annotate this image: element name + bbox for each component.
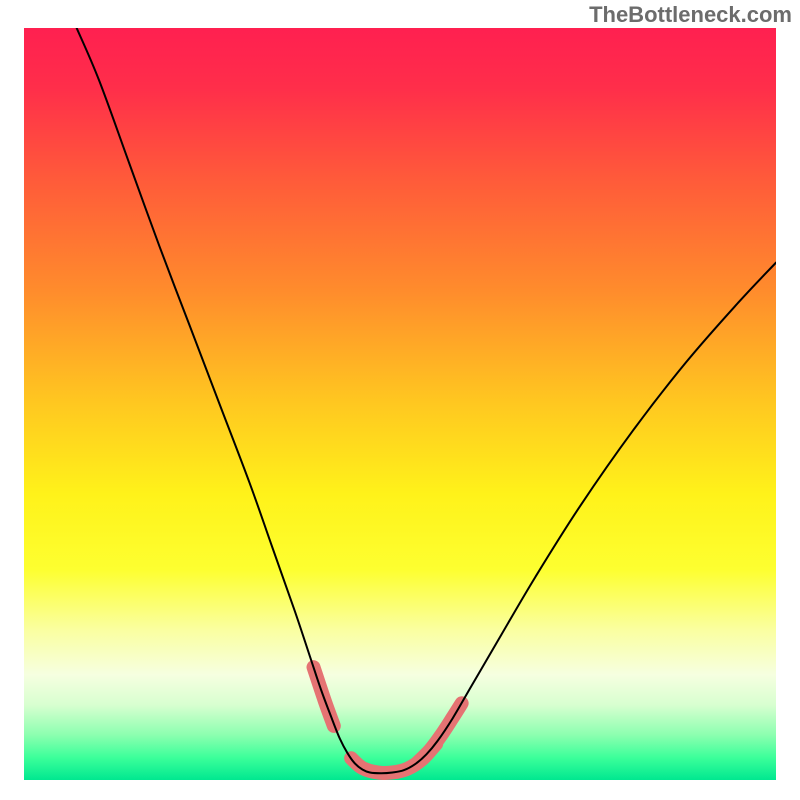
gradient-background xyxy=(24,28,776,780)
plot-svg xyxy=(24,28,776,780)
watermark-text: TheBottleneck.com xyxy=(589,2,792,28)
chart-frame xyxy=(24,28,776,780)
